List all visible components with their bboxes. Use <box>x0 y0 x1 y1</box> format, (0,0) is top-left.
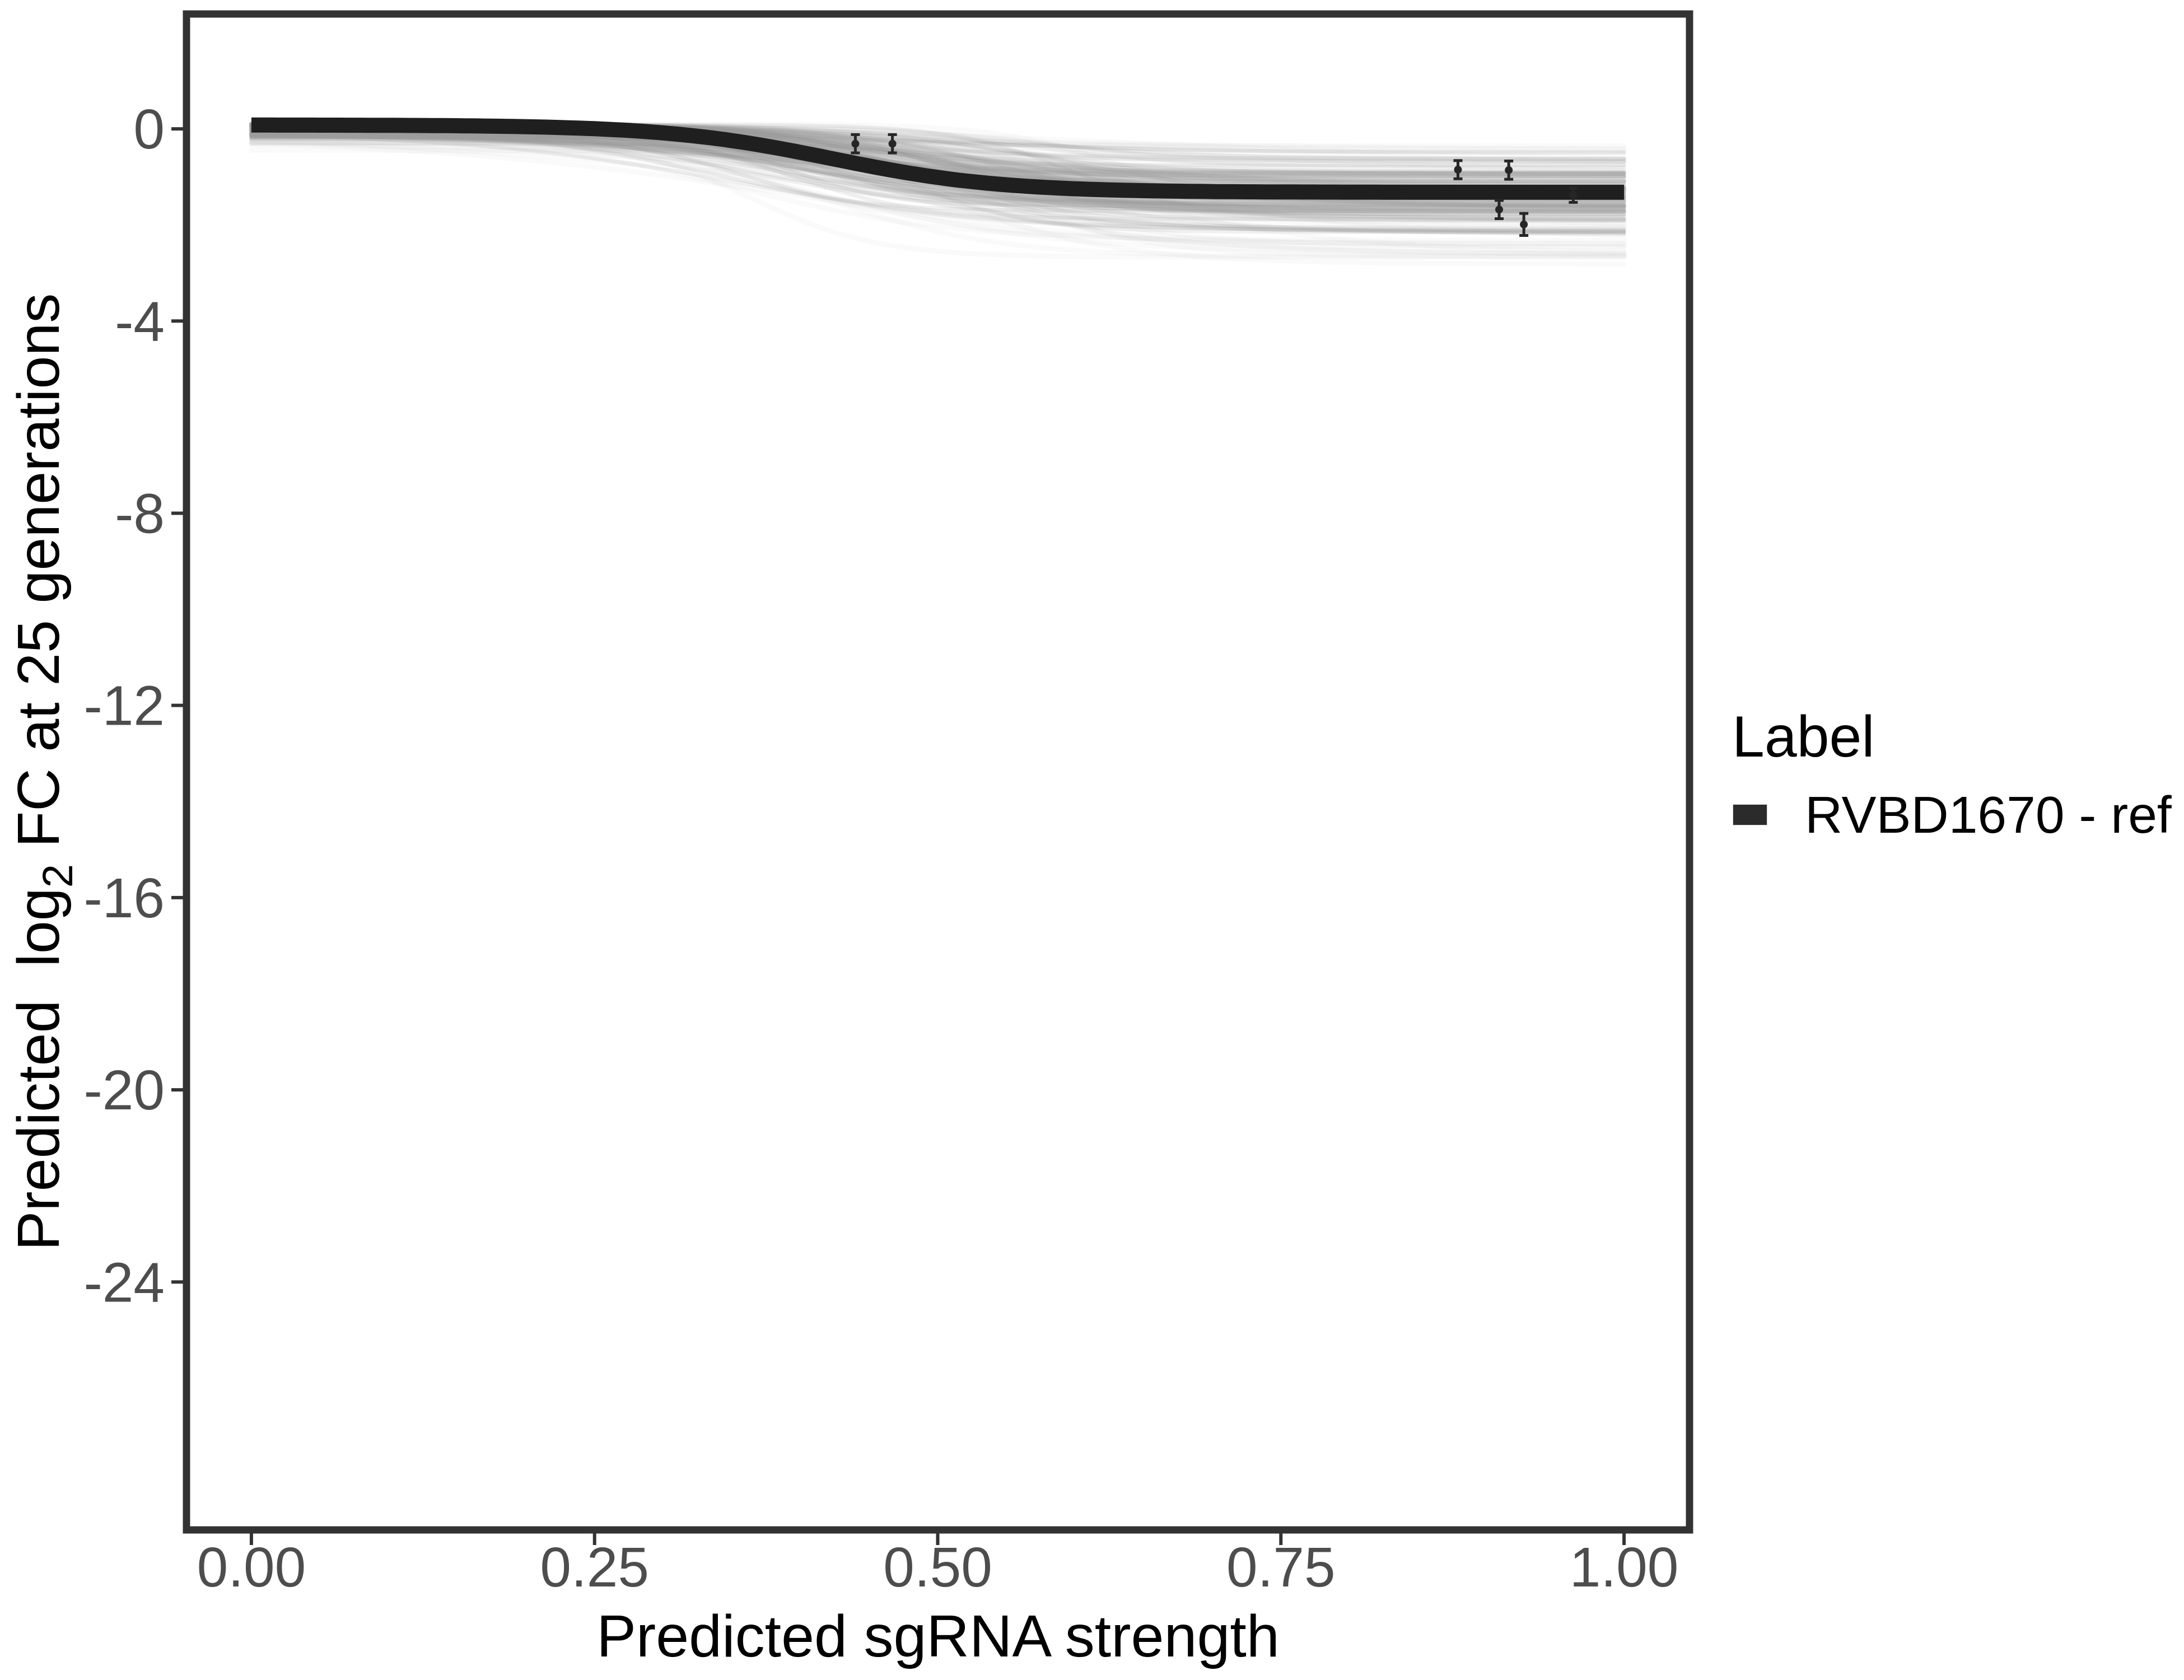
ensemble-curve <box>249 124 1626 232</box>
axis-tick-labels: 0.00 0.25 0.50 0.75 1.00 0 -4 -8 -12 -16 -20 -24 <box>83 98 1678 1599</box>
y-tick-label: 0 <box>133 98 165 161</box>
ensemble-curve <box>249 134 1627 249</box>
error-bar-point <box>888 133 897 155</box>
ensemble-curve <box>249 141 1626 223</box>
error-bar-point <box>1495 199 1504 221</box>
ensemble-curve <box>249 132 1626 154</box>
ensemble-curve <box>249 128 1626 208</box>
y-tick-label: -12 <box>83 675 165 738</box>
data-point <box>1495 206 1504 214</box>
data-point <box>888 139 897 148</box>
error-bar-point <box>851 133 860 155</box>
axis-ticks <box>171 127 1626 1545</box>
y-tick-label: -8 <box>115 482 165 545</box>
ensemble-curve <box>249 133 1627 165</box>
ensemble-curve <box>249 138 1627 178</box>
ensemble-curve <box>249 133 1626 234</box>
error-bar-point <box>1504 160 1514 181</box>
ensemble-curve <box>249 130 1627 161</box>
ensemble-curve <box>249 132 1627 255</box>
data-point <box>1569 191 1578 199</box>
ensemble-curve <box>249 143 1627 259</box>
data-points <box>851 133 1578 237</box>
ensemble-curve <box>249 138 1627 238</box>
ensemble-curve <box>249 128 1626 186</box>
error-bar-point <box>1519 212 1529 237</box>
data-point <box>1520 220 1528 228</box>
ensemble-curve <box>249 135 1626 213</box>
x-axis-title: Predicted sgRNA strength <box>596 1603 1280 1669</box>
y-axis-title: Predicted log2 FC at 25 generations <box>6 293 82 1251</box>
ensemble-curve <box>249 141 1627 258</box>
error-bar-point <box>1569 186 1578 204</box>
ensemble-curve <box>249 133 1627 256</box>
ensemble-curve <box>249 132 1626 208</box>
ensemble-curve <box>249 148 1627 181</box>
data-point <box>1454 165 1462 174</box>
ensemble-curve <box>249 139 1627 183</box>
x-tick-label: 1.00 <box>1570 1536 1679 1599</box>
ensemble-curve <box>249 131 1627 231</box>
data-point <box>851 139 860 148</box>
data-point <box>1505 166 1513 174</box>
y-tick-label: -24 <box>83 1251 165 1314</box>
x-tick-label: 0.25 <box>540 1536 649 1599</box>
ensemble-curve <box>249 137 1627 210</box>
ensemble-curve <box>249 133 1626 213</box>
y-tick-label: -4 <box>115 290 165 353</box>
y-tick-label: -16 <box>83 867 165 930</box>
x-tick-label: 0.50 <box>883 1536 992 1599</box>
ensemble-curve <box>249 137 1626 209</box>
y-tick-label: -20 <box>83 1059 165 1122</box>
x-tick-label: 0.75 <box>1226 1536 1336 1599</box>
ensemble-curve <box>249 134 1626 179</box>
ref-curve <box>251 117 1625 200</box>
ensemble-curve <box>249 131 1627 152</box>
ensemble-curve <box>249 130 1626 235</box>
error-bar-point <box>1453 159 1463 180</box>
ensemble-curve <box>249 134 1626 214</box>
ensemble-curve <box>249 135 1627 243</box>
ensemble-curve <box>249 136 1627 260</box>
ensemble-curve <box>249 132 1627 246</box>
ensemble-curve <box>249 132 1627 164</box>
x-tick-label: 0.00 <box>197 1536 306 1599</box>
ensemble-curve <box>249 132 1626 223</box>
